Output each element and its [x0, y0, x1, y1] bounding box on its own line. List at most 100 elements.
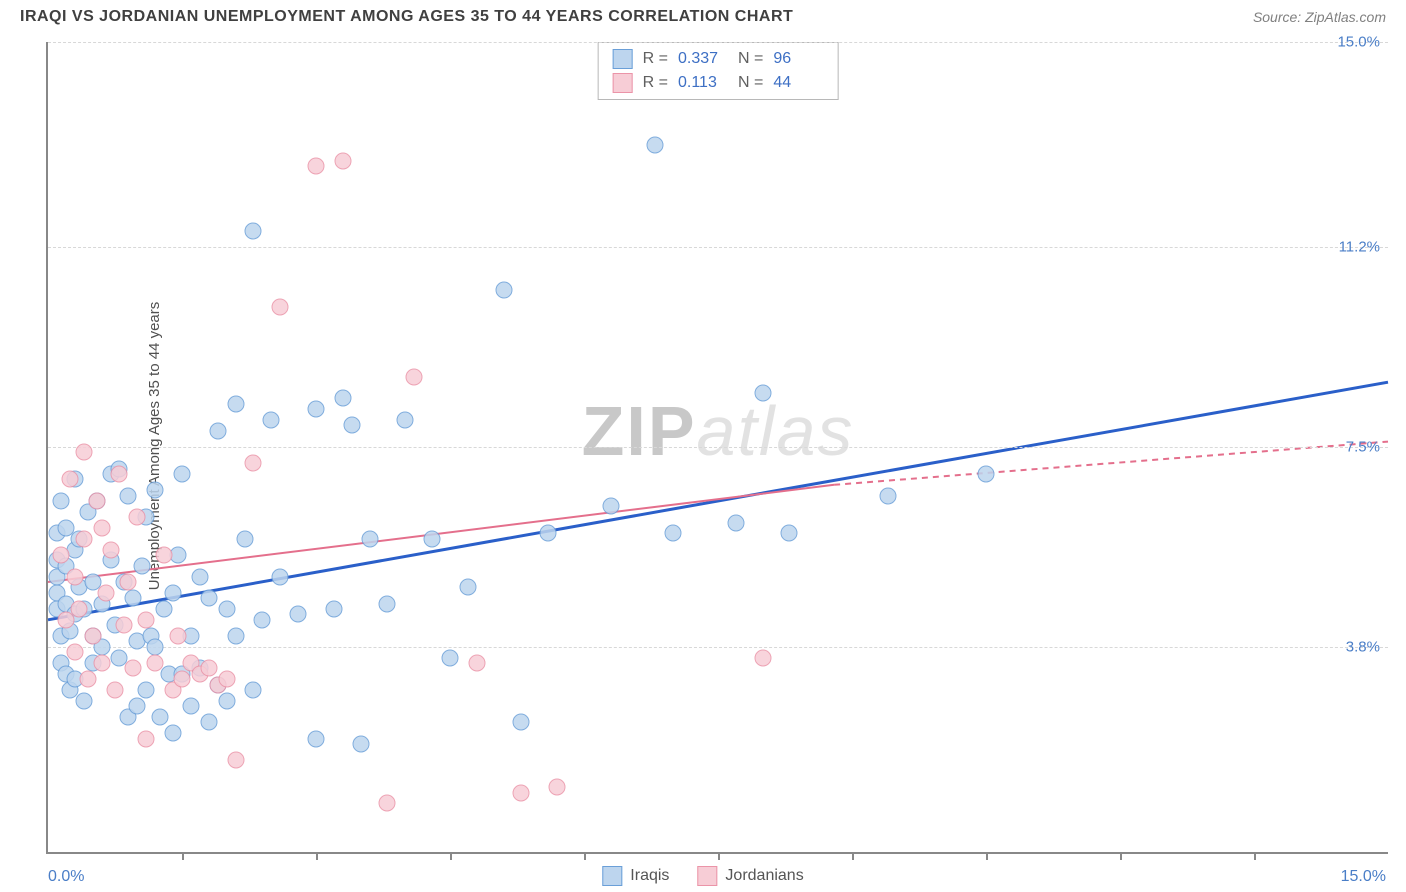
data-point — [66, 568, 83, 585]
data-point — [549, 779, 566, 796]
gridline — [48, 447, 1388, 448]
data-point — [978, 466, 995, 483]
data-point — [602, 498, 619, 515]
data-point — [138, 682, 155, 699]
data-point — [93, 655, 110, 672]
data-point — [156, 547, 173, 564]
n-label: N = — [738, 50, 763, 68]
data-point — [200, 660, 217, 677]
data-point — [115, 617, 132, 634]
data-point — [406, 368, 423, 385]
series-swatch — [613, 73, 633, 93]
data-point — [245, 455, 262, 472]
x-axis-end-label: 15.0% — [1341, 868, 1386, 886]
data-point — [129, 509, 146, 526]
data-point — [879, 487, 896, 504]
legend-item: Iraqis — [602, 866, 669, 886]
data-point — [147, 655, 164, 672]
trend-line — [48, 485, 834, 582]
data-point — [754, 385, 771, 402]
data-point — [209, 422, 226, 439]
y-tick-label: 15.0% — [1337, 34, 1380, 51]
data-point — [66, 644, 83, 661]
data-point — [343, 417, 360, 434]
data-point — [174, 671, 191, 688]
data-point — [120, 574, 137, 591]
data-point — [75, 530, 92, 547]
data-point — [218, 671, 235, 688]
data-point — [245, 223, 262, 240]
data-point — [495, 282, 512, 299]
data-point — [308, 730, 325, 747]
x-axis-start-label: 0.0% — [48, 868, 84, 886]
x-tick — [316, 852, 318, 860]
data-point — [165, 584, 182, 601]
chart-area: ZIPatlas R =0.337N =96R =0.113N =44 3.8%… — [46, 42, 1388, 854]
data-point — [191, 568, 208, 585]
data-point — [147, 482, 164, 499]
data-point — [236, 530, 253, 547]
data-point — [361, 530, 378, 547]
data-point — [227, 395, 244, 412]
data-point — [156, 601, 173, 618]
data-point — [75, 692, 92, 709]
data-point — [245, 682, 262, 699]
plot-area: ZIPatlas R =0.337N =96R =0.113N =44 3.8%… — [48, 42, 1388, 852]
data-point — [165, 725, 182, 742]
data-point — [71, 601, 88, 618]
data-point — [102, 541, 119, 558]
data-point — [647, 136, 664, 153]
legend-swatch — [697, 866, 717, 886]
data-point — [107, 682, 124, 699]
data-point — [53, 493, 70, 510]
data-point — [424, 530, 441, 547]
data-point — [352, 736, 369, 753]
chart-source: Source: ZipAtlas.com — [1253, 9, 1386, 25]
y-tick-label: 3.8% — [1346, 638, 1380, 655]
data-point — [169, 628, 186, 645]
chart-title: IRAQI VS JORDANIAN UNEMPLOYMENT AMONG AG… — [20, 8, 793, 26]
x-tick — [852, 852, 854, 860]
trend-line-extrapolated — [834, 442, 1388, 485]
gridline — [48, 42, 1388, 43]
data-point — [124, 660, 141, 677]
data-point — [62, 471, 79, 488]
r-value: 0.337 — [678, 50, 728, 68]
x-tick — [450, 852, 452, 860]
data-point — [754, 649, 771, 666]
data-point — [80, 671, 97, 688]
x-tick — [584, 852, 586, 860]
chart-header: IRAQI VS JORDANIAN UNEMPLOYMENT AMONG AG… — [0, 0, 1406, 30]
data-point — [111, 466, 128, 483]
data-point — [459, 579, 476, 596]
data-point — [308, 401, 325, 418]
data-point — [513, 714, 530, 731]
r-label: R = — [643, 50, 668, 68]
data-point — [138, 611, 155, 628]
data-point — [120, 487, 137, 504]
trend-line — [48, 382, 1388, 620]
data-point — [151, 709, 168, 726]
data-point — [124, 590, 141, 607]
data-point — [254, 611, 271, 628]
x-tick — [1120, 852, 1122, 860]
data-point — [200, 590, 217, 607]
legend-label: Jordanians — [725, 867, 803, 885]
data-point — [334, 152, 351, 169]
n-value: 44 — [773, 74, 823, 92]
x-tick — [986, 852, 988, 860]
data-point — [89, 493, 106, 510]
r-value: 0.113 — [678, 74, 728, 92]
data-point — [147, 638, 164, 655]
data-point — [334, 390, 351, 407]
gridline — [48, 647, 1388, 648]
data-point — [308, 158, 325, 175]
y-tick-label: 11.2% — [1339, 239, 1380, 256]
data-point — [325, 601, 342, 618]
data-point — [379, 795, 396, 812]
data-point — [781, 525, 798, 542]
data-point — [84, 628, 101, 645]
data-point — [138, 730, 155, 747]
x-tick — [718, 852, 720, 860]
data-point — [513, 784, 530, 801]
